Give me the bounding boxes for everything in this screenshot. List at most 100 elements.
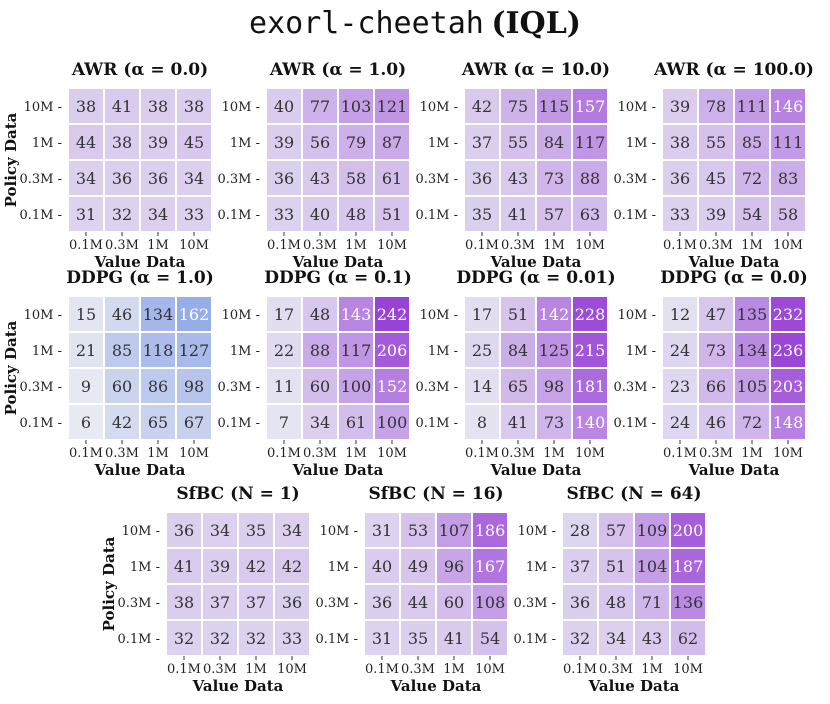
cell-value: 127: [179, 341, 210, 360]
heatmap-cell: [67, 331, 105, 369]
y-tick-label: 0.3M -: [415, 172, 458, 187]
heatmap-cell: [597, 547, 635, 585]
y-tick-label: 0.3M -: [19, 380, 62, 395]
cell-value: 85: [742, 133, 762, 152]
cell-value: 135: [737, 305, 768, 324]
cell-value: 186: [475, 521, 506, 540]
x-axis-label: Value Data: [94, 253, 186, 271]
cell-value: 37: [472, 133, 492, 152]
cell-value: 51: [606, 557, 626, 576]
heatmap-cell: [597, 511, 635, 549]
cell-value: 73: [544, 169, 564, 188]
panel-title: DDPG (α = 0.1): [264, 268, 412, 288]
heatmap-cell: [571, 295, 609, 333]
cell-value: 88: [310, 341, 330, 360]
cell-value: 32: [112, 205, 132, 224]
cell-value: 39: [210, 557, 230, 576]
heatmap-panel: DDPG (α = 0.1) 17 48 143 242 22 88 117 206 11 60 10…: [217, 268, 411, 479]
x-tick-label: 1M: [543, 446, 565, 461]
cell-value: 46: [112, 305, 132, 324]
heatmap-cell: [265, 403, 303, 441]
cell-value: 148: [773, 413, 804, 432]
y-tick-label: 10M -: [24, 308, 62, 323]
cell-value: 14: [472, 377, 492, 396]
heatmap-cell: [175, 123, 213, 161]
cell-value: 34: [606, 629, 626, 648]
cell-value: 121: [377, 97, 408, 116]
heatmap-cell: [265, 331, 303, 369]
heatmap-panel: SfBC (N = 64) 28 57 109 200 37 51 104 187 36 48 71 1…: [513, 484, 707, 695]
heatmap-cell: [669, 583, 707, 621]
y-tick-label: 0.1M -: [415, 416, 458, 431]
cell-value: 62: [678, 629, 698, 648]
x-axis-label: Value Data: [292, 253, 384, 271]
cell-value: 98: [184, 377, 204, 396]
cell-value: 136: [673, 593, 704, 612]
cell-value: 143: [341, 305, 372, 324]
x-tick-label: 0.1M: [267, 446, 301, 461]
y-tick-label: 0.3M -: [315, 596, 358, 611]
cell-value: 21: [76, 341, 96, 360]
heatmap-cell: [337, 403, 375, 441]
x-axis-label: Value Data: [390, 677, 482, 695]
cell-value: 42: [472, 97, 492, 116]
panel-title: DDPG (α = 0.0): [660, 268, 808, 288]
x-tick-label: 1M: [741, 446, 763, 461]
y-tick-label: 10M -: [618, 100, 656, 115]
heatmap-cell: [697, 123, 735, 161]
cell-value: 84: [544, 133, 564, 152]
cell-value: 79: [346, 133, 366, 152]
heatmap-cell: [373, 331, 411, 369]
heatmap-panel: AWR (α = 0.0) 38 41 38 38 44 38 39 45 34 36 36 34 31 3…: [2, 60, 213, 271]
y-axis-label: Policy Data: [100, 536, 118, 631]
cell-value: 48: [606, 593, 626, 612]
cell-value: 34: [210, 521, 230, 540]
panel-title: SfBC (N = 64): [566, 484, 701, 504]
heatmap-panel: DDPG (α = 0.0) 12 47 135 232 24 73 134 236 23 66 10…: [613, 268, 807, 479]
cell-value: 39: [670, 97, 690, 116]
heatmap-cell: [201, 511, 239, 549]
panel-title: SfBC (N = 1): [176, 484, 299, 504]
cell-value: 44: [76, 133, 96, 152]
figure-title: exorl-cheetah (IQL): [249, 6, 581, 41]
cell-value: 32: [174, 629, 194, 648]
cell-value: 58: [346, 169, 366, 188]
cell-value: 32: [210, 629, 230, 648]
cell-value: 6: [81, 413, 91, 432]
y-tick-label: 0.1M -: [19, 208, 62, 223]
cell-value: 24: [670, 341, 690, 360]
heatmap-cell: [103, 295, 141, 333]
heatmap-cell: [697, 331, 735, 369]
cell-value: 111: [737, 97, 768, 116]
cell-value: 65: [508, 377, 528, 396]
x-tick-label: 0.3M: [303, 446, 337, 461]
cell-value: 51: [382, 205, 402, 224]
y-tick-label: 0.1M -: [415, 208, 458, 223]
y-tick-label: 1M -: [328, 560, 358, 575]
cell-value: 57: [544, 205, 564, 224]
cell-value: 8: [477, 413, 487, 432]
cell-value: 36: [174, 521, 194, 540]
heatmap-cell: [165, 547, 203, 585]
y-tick-label: 0.1M -: [613, 416, 656, 431]
x-tick-label: 0.3M: [599, 662, 633, 677]
cell-value: 38: [184, 97, 204, 116]
cell-value: 35: [472, 205, 492, 224]
heatmap-cell: [633, 511, 671, 549]
cell-value: 45: [184, 133, 204, 152]
cell-value: 33: [282, 629, 302, 648]
cell-value: 36: [472, 169, 492, 188]
cell-value: 42: [112, 413, 132, 432]
cell-value: 88: [580, 169, 600, 188]
cell-value: 187: [673, 557, 704, 576]
cell-value: 45: [706, 169, 726, 188]
heatmap-cell: [661, 295, 699, 333]
x-tick-label: 0.1M: [465, 238, 499, 253]
cell-value: 37: [570, 557, 590, 576]
panel-title: AWR (α = 10.0): [461, 60, 610, 80]
heatmap-cell: [463, 331, 501, 369]
cell-value: 58: [778, 205, 798, 224]
y-tick-label: 10M -: [122, 524, 160, 539]
cell-value: 11: [274, 377, 294, 396]
y-tick-label: 1M -: [428, 344, 458, 359]
